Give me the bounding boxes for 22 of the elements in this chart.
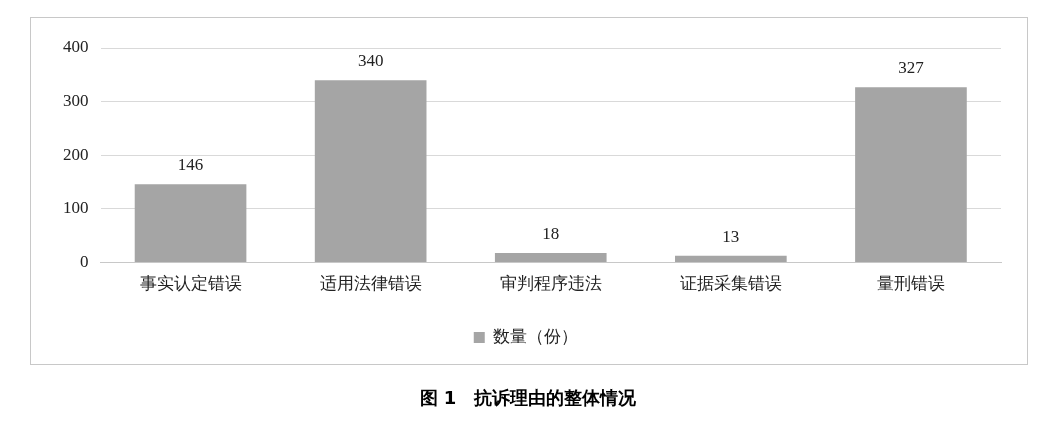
y-tick-label: 400: [63, 37, 89, 57]
y-tick-label: 200: [63, 144, 89, 164]
bar: [494, 252, 607, 263]
data-label: 340: [357, 51, 384, 71]
y-tick-label: 0: [80, 252, 89, 272]
x-tick-label: 适用法律错误: [319, 274, 422, 294]
data-label: 146: [177, 155, 204, 175]
x-tick-label: 证据采集错误: [679, 274, 782, 294]
bar: [855, 87, 967, 263]
x-tick-label: 事实认定错误: [139, 274, 242, 294]
y-tick-label: 100: [63, 198, 89, 218]
data-label: 13: [722, 226, 740, 246]
legend-label: 数量（份）: [493, 326, 579, 346]
bar: [134, 184, 247, 263]
bar: [314, 80, 427, 263]
x-tick-label: 审判程序违法: [499, 274, 602, 294]
data-label: 18: [542, 223, 560, 243]
bar: [675, 255, 787, 263]
text: 图 1 抗诉理由的整体情况: [418, 386, 638, 410]
y-tick-label: 300: [63, 91, 89, 111]
data-label: 327: [898, 58, 925, 78]
x-tick-label: 量刑错误: [876, 274, 945, 294]
